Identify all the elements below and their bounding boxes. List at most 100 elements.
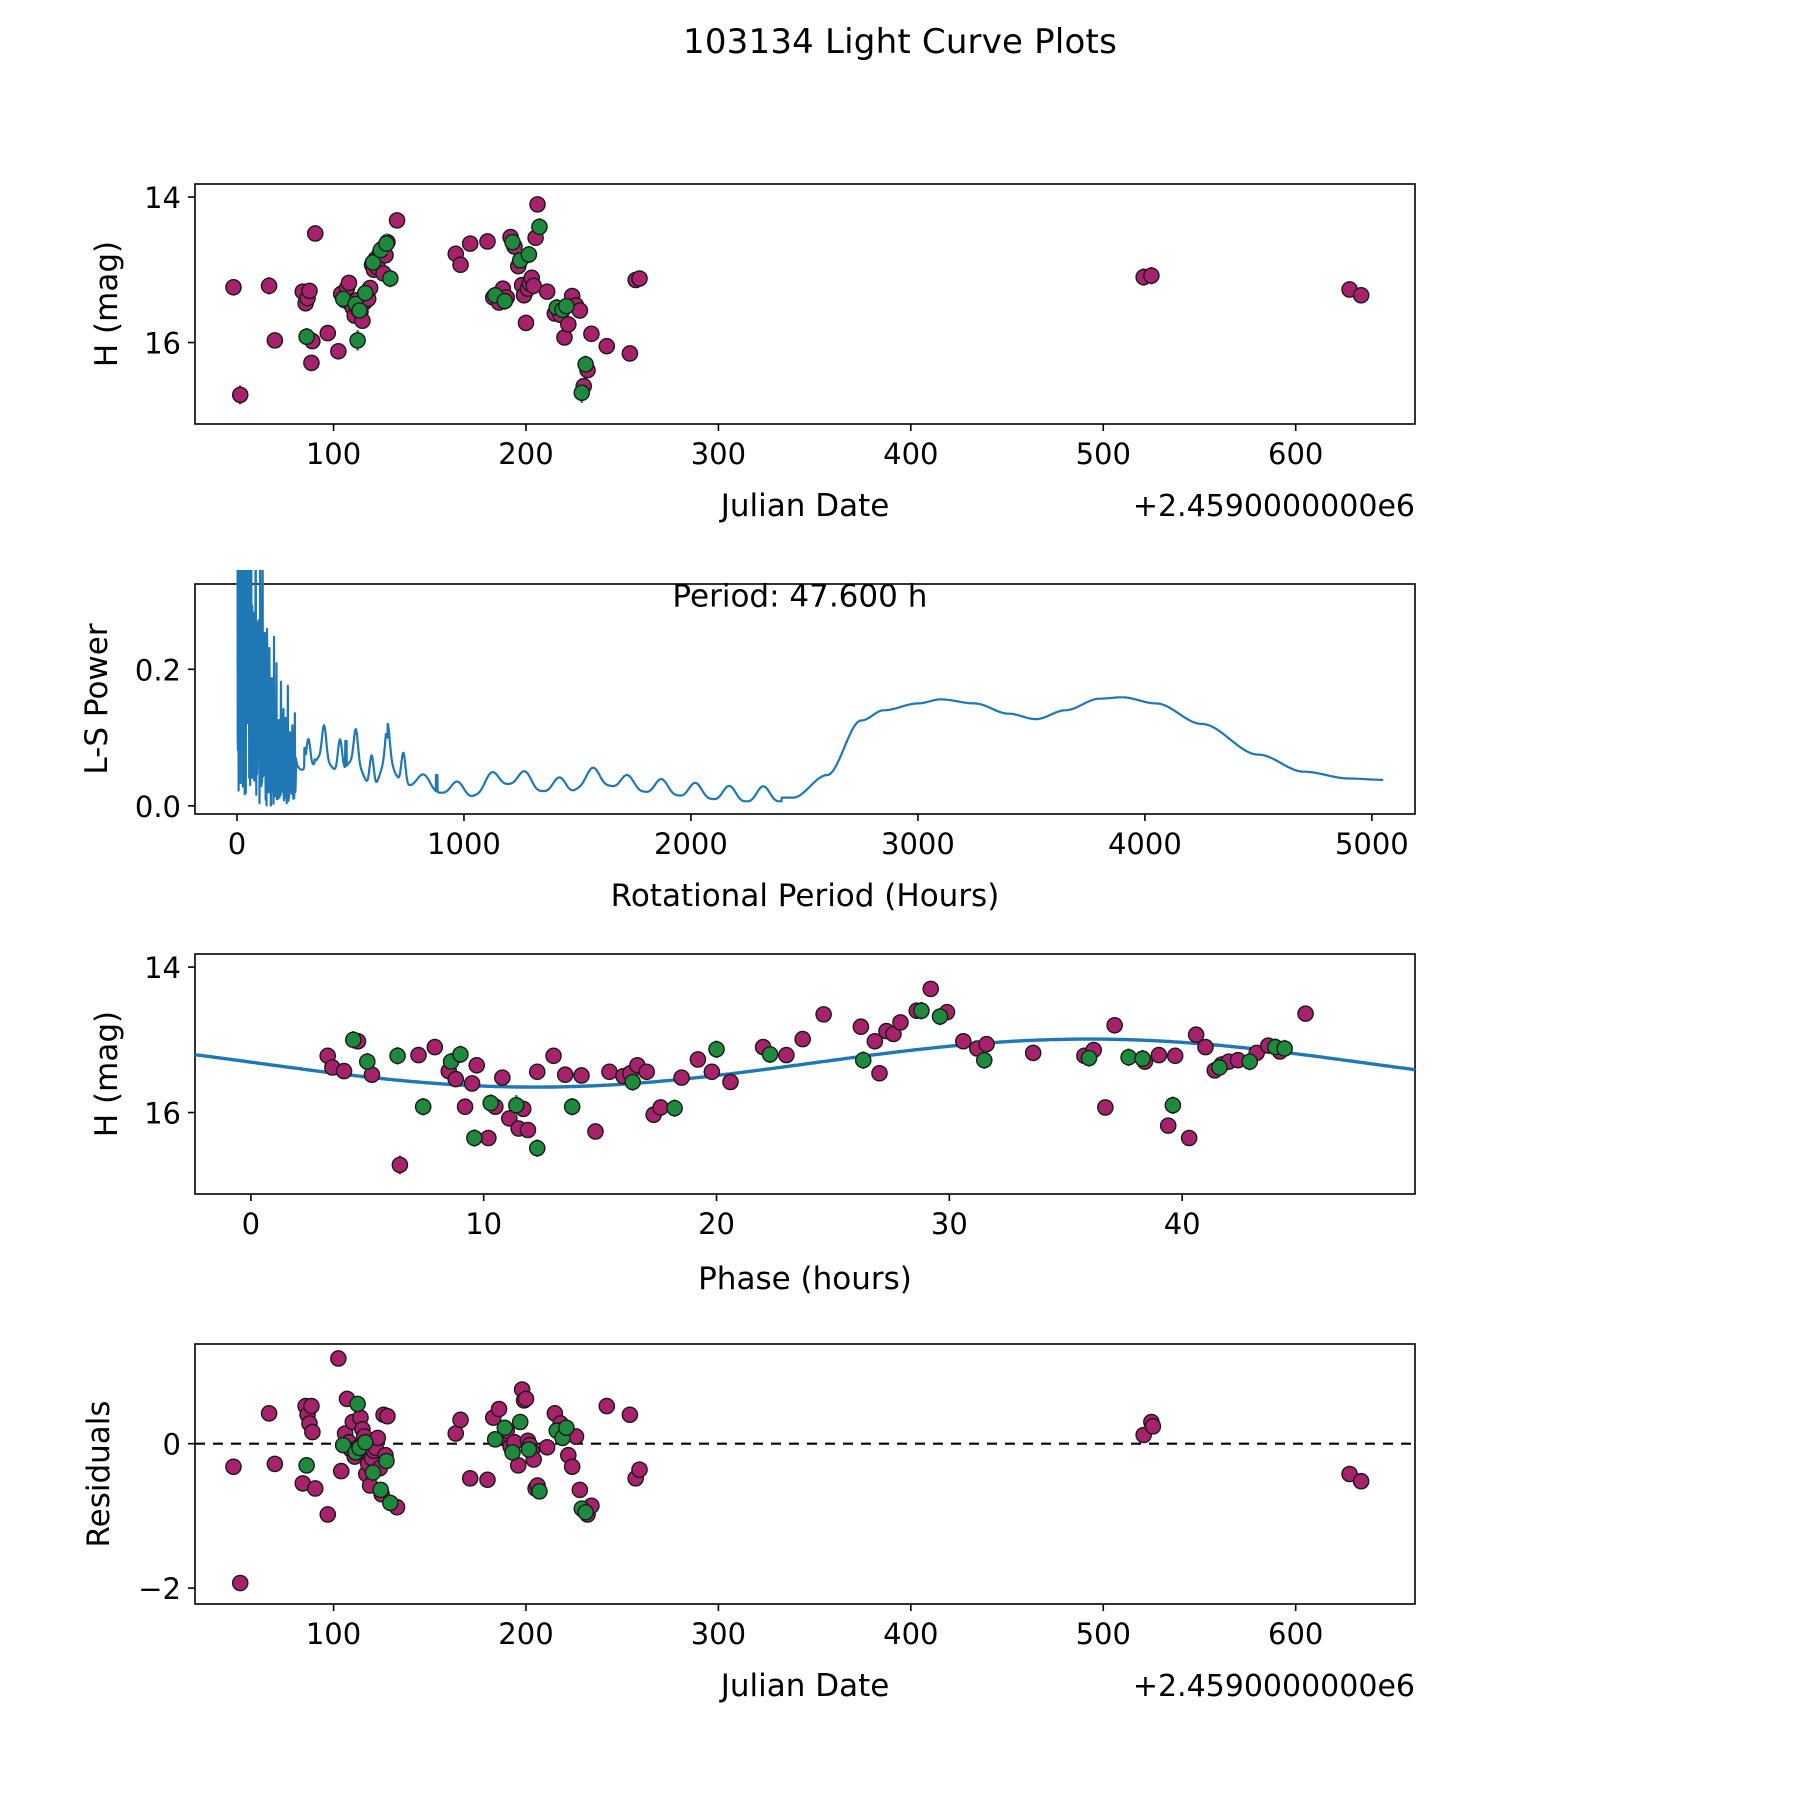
data-point — [501, 1110, 518, 1127]
x-tick-label: 30 — [931, 1207, 968, 1241]
y-tick-label: 16 — [144, 1097, 181, 1131]
data-point — [389, 1047, 406, 1065]
data-point — [573, 384, 591, 402]
x-axis-offset-label: +2.4590000000e6 — [1133, 489, 1415, 524]
data-point — [1106, 1016, 1123, 1034]
data-point — [511, 1413, 529, 1431]
data-point — [531, 218, 548, 236]
y-tick-label: 0.2 — [135, 653, 181, 687]
data-point — [545, 1047, 562, 1065]
data-point — [378, 1452, 395, 1470]
x-axis-label: Rotational Period (Hours) — [611, 878, 1000, 914]
x-tick-label: 4000 — [1108, 827, 1182, 861]
x-tick-label: 0 — [228, 827, 246, 861]
x-tick-label: 500 — [1076, 1617, 1131, 1651]
plot-frame — [194, 583, 1416, 815]
data-point — [452, 1046, 469, 1063]
y-tick-label: 0.0 — [135, 790, 181, 824]
y-tick-label: 0 — [163, 1428, 181, 1462]
data-point — [452, 1411, 469, 1429]
plot-frame — [194, 953, 1416, 1195]
data-point — [303, 1397, 320, 1415]
data-point — [1297, 1005, 1314, 1022]
data-point — [452, 256, 469, 274]
data-point — [563, 1458, 581, 1476]
data-point — [1159, 1117, 1177, 1134]
data-point — [666, 1099, 683, 1117]
data-point — [414, 1098, 432, 1116]
data-point — [507, 1096, 525, 1114]
lightcurve-svg: 100 200 300 400 500 600 14 16 H (mag) Julian Date… — [89, 181, 1416, 524]
data-point — [931, 1008, 949, 1025]
data-point — [631, 270, 648, 287]
series-band_b — [345, 1002, 1293, 1157]
data-point — [461, 235, 479, 252]
data-point — [335, 1062, 353, 1080]
panel-periodogram: 0 1000 2000 3000 4000 5000 0.0 0.2 Period: 47.60… — [0, 570, 1800, 930]
x-tick-label: 600 — [1268, 1617, 1323, 1651]
data-point — [306, 225, 324, 242]
data-point — [520, 246, 538, 263]
data-point — [892, 1014, 909, 1031]
periodogram-svg: 0 1000 2000 3000 4000 5000 0.0 0.2 Period: 47.60… — [79, 570, 1416, 914]
data-point — [975, 1051, 993, 1069]
data-point — [225, 278, 242, 296]
x-tick-label: 400 — [883, 437, 938, 471]
data-point — [426, 1038, 444, 1056]
data-point — [349, 1395, 366, 1413]
data-point — [388, 212, 406, 229]
data-point — [1197, 1038, 1214, 1056]
data-point — [306, 1480, 324, 1497]
data-point — [231, 386, 249, 404]
data-point — [225, 1458, 242, 1476]
x-tick-label: 10 — [465, 1207, 502, 1241]
y-axis: −2 0 — [138, 1428, 195, 1606]
data-point — [468, 1056, 486, 1074]
data-point — [854, 1051, 872, 1069]
x-tick-label: 500 — [1076, 437, 1131, 471]
x-axis: 100 200 300 400 500 600 — [306, 1604, 1323, 1651]
data-point — [382, 1494, 399, 1512]
x-tick-label: 300 — [691, 1617, 746, 1651]
data-point — [340, 274, 358, 292]
series-band_b — [298, 218, 594, 403]
data-point — [486, 1431, 504, 1448]
data-point — [330, 342, 347, 360]
data-point — [558, 297, 575, 315]
x-axis: 0 10 20 30 40 — [242, 1194, 1201, 1241]
ls-power-curve — [236, 570, 1385, 807]
data-point — [577, 1503, 594, 1521]
panel-residuals: 100 200 300 400 500 600 −2 0 Residuals Julian Dat… — [0, 1330, 1800, 1730]
data-point — [621, 345, 639, 362]
data-point — [722, 1073, 739, 1091]
data-point — [703, 1063, 721, 1081]
data-point — [490, 1400, 508, 1418]
residuals-svg: 100 200 300 400 500 600 −2 0 Residuals Julian Dat… — [81, 1343, 1416, 1704]
data-point — [479, 233, 496, 250]
data-point — [631, 1461, 648, 1478]
data-point — [621, 1406, 639, 1424]
data-point — [334, 1436, 352, 1454]
data-point — [319, 324, 337, 342]
data-point — [598, 1397, 616, 1415]
data-point — [345, 1031, 362, 1049]
x-tick-label: 0 — [242, 1207, 260, 1241]
y-axis-label: L-S Power — [79, 623, 115, 774]
data-point — [815, 1006, 832, 1023]
series-band_a — [225, 196, 1370, 405]
data-point — [529, 196, 546, 213]
data-point — [319, 1506, 337, 1523]
data-point — [479, 1471, 496, 1489]
data-point — [480, 1129, 497, 1147]
data-point — [1150, 1046, 1168, 1064]
x-axis: 100 200 300 400 500 600 — [306, 424, 1323, 471]
data-point — [520, 1441, 538, 1458]
data-point — [231, 1574, 249, 1592]
panel-phase-folded: 0 10 20 30 40 14 16 H (mag) Phase (hours) — [0, 940, 1800, 1330]
data-point — [358, 1053, 376, 1070]
x-tick-label: 300 — [691, 437, 746, 471]
data-point — [528, 1063, 546, 1081]
data-point — [560, 316, 577, 333]
data-point — [298, 328, 315, 346]
